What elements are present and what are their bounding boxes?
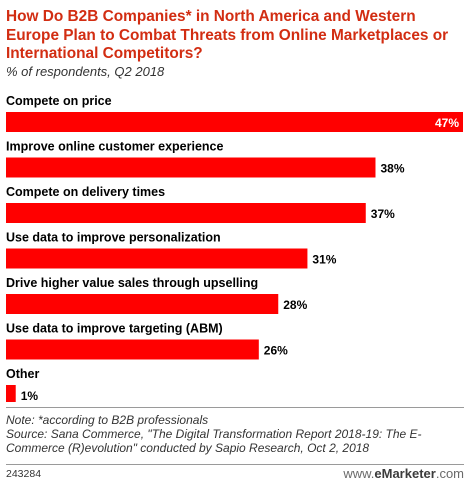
brand-logo: www.eMarketer.com	[343, 466, 464, 481]
value-label: 47%	[435, 116, 459, 130]
note-text: Note: *according to B2B professionals	[6, 413, 209, 427]
footer-divider	[6, 407, 464, 408]
category-label: Improve online customer experience	[6, 140, 223, 154]
category-label: Use data to improve targeting (ABM)	[6, 322, 223, 336]
category-label: Compete on delivery times	[6, 185, 165, 199]
bar	[6, 294, 279, 314]
bar	[6, 157, 376, 178]
chart-notes: Note: *according to B2B professionals So…	[6, 413, 466, 455]
bar	[6, 248, 308, 269]
bar-chart: Compete on price 47% Improve online custom…	[6, 94, 463, 402]
chart-subtitle: % of respondents, Q2 2018	[6, 64, 165, 79]
footer-divider-bottom	[6, 464, 464, 465]
category-label: Compete on price	[6, 94, 112, 108]
value-label: 26%	[264, 344, 288, 358]
category-label: Drive higher value sales through upselli…	[6, 276, 258, 290]
source-text: Source: Sana Commerce, "The Digital Tran…	[6, 426, 422, 455]
chart-title: How Do B2B Companies* in North America a…	[6, 8, 449, 62]
value-label: 28%	[283, 298, 307, 312]
bar	[6, 339, 259, 360]
value-label: 1%	[21, 389, 39, 402]
category-label: Other	[6, 367, 39, 381]
bar	[6, 203, 366, 223]
bar	[6, 112, 463, 132]
chart-id: 243284	[6, 468, 42, 480]
value-label: 38%	[380, 162, 404, 176]
bar	[6, 385, 16, 402]
value-label: 37%	[371, 207, 395, 221]
value-label: 31%	[312, 253, 336, 267]
category-label: Use data to improve personalization	[6, 231, 221, 245]
